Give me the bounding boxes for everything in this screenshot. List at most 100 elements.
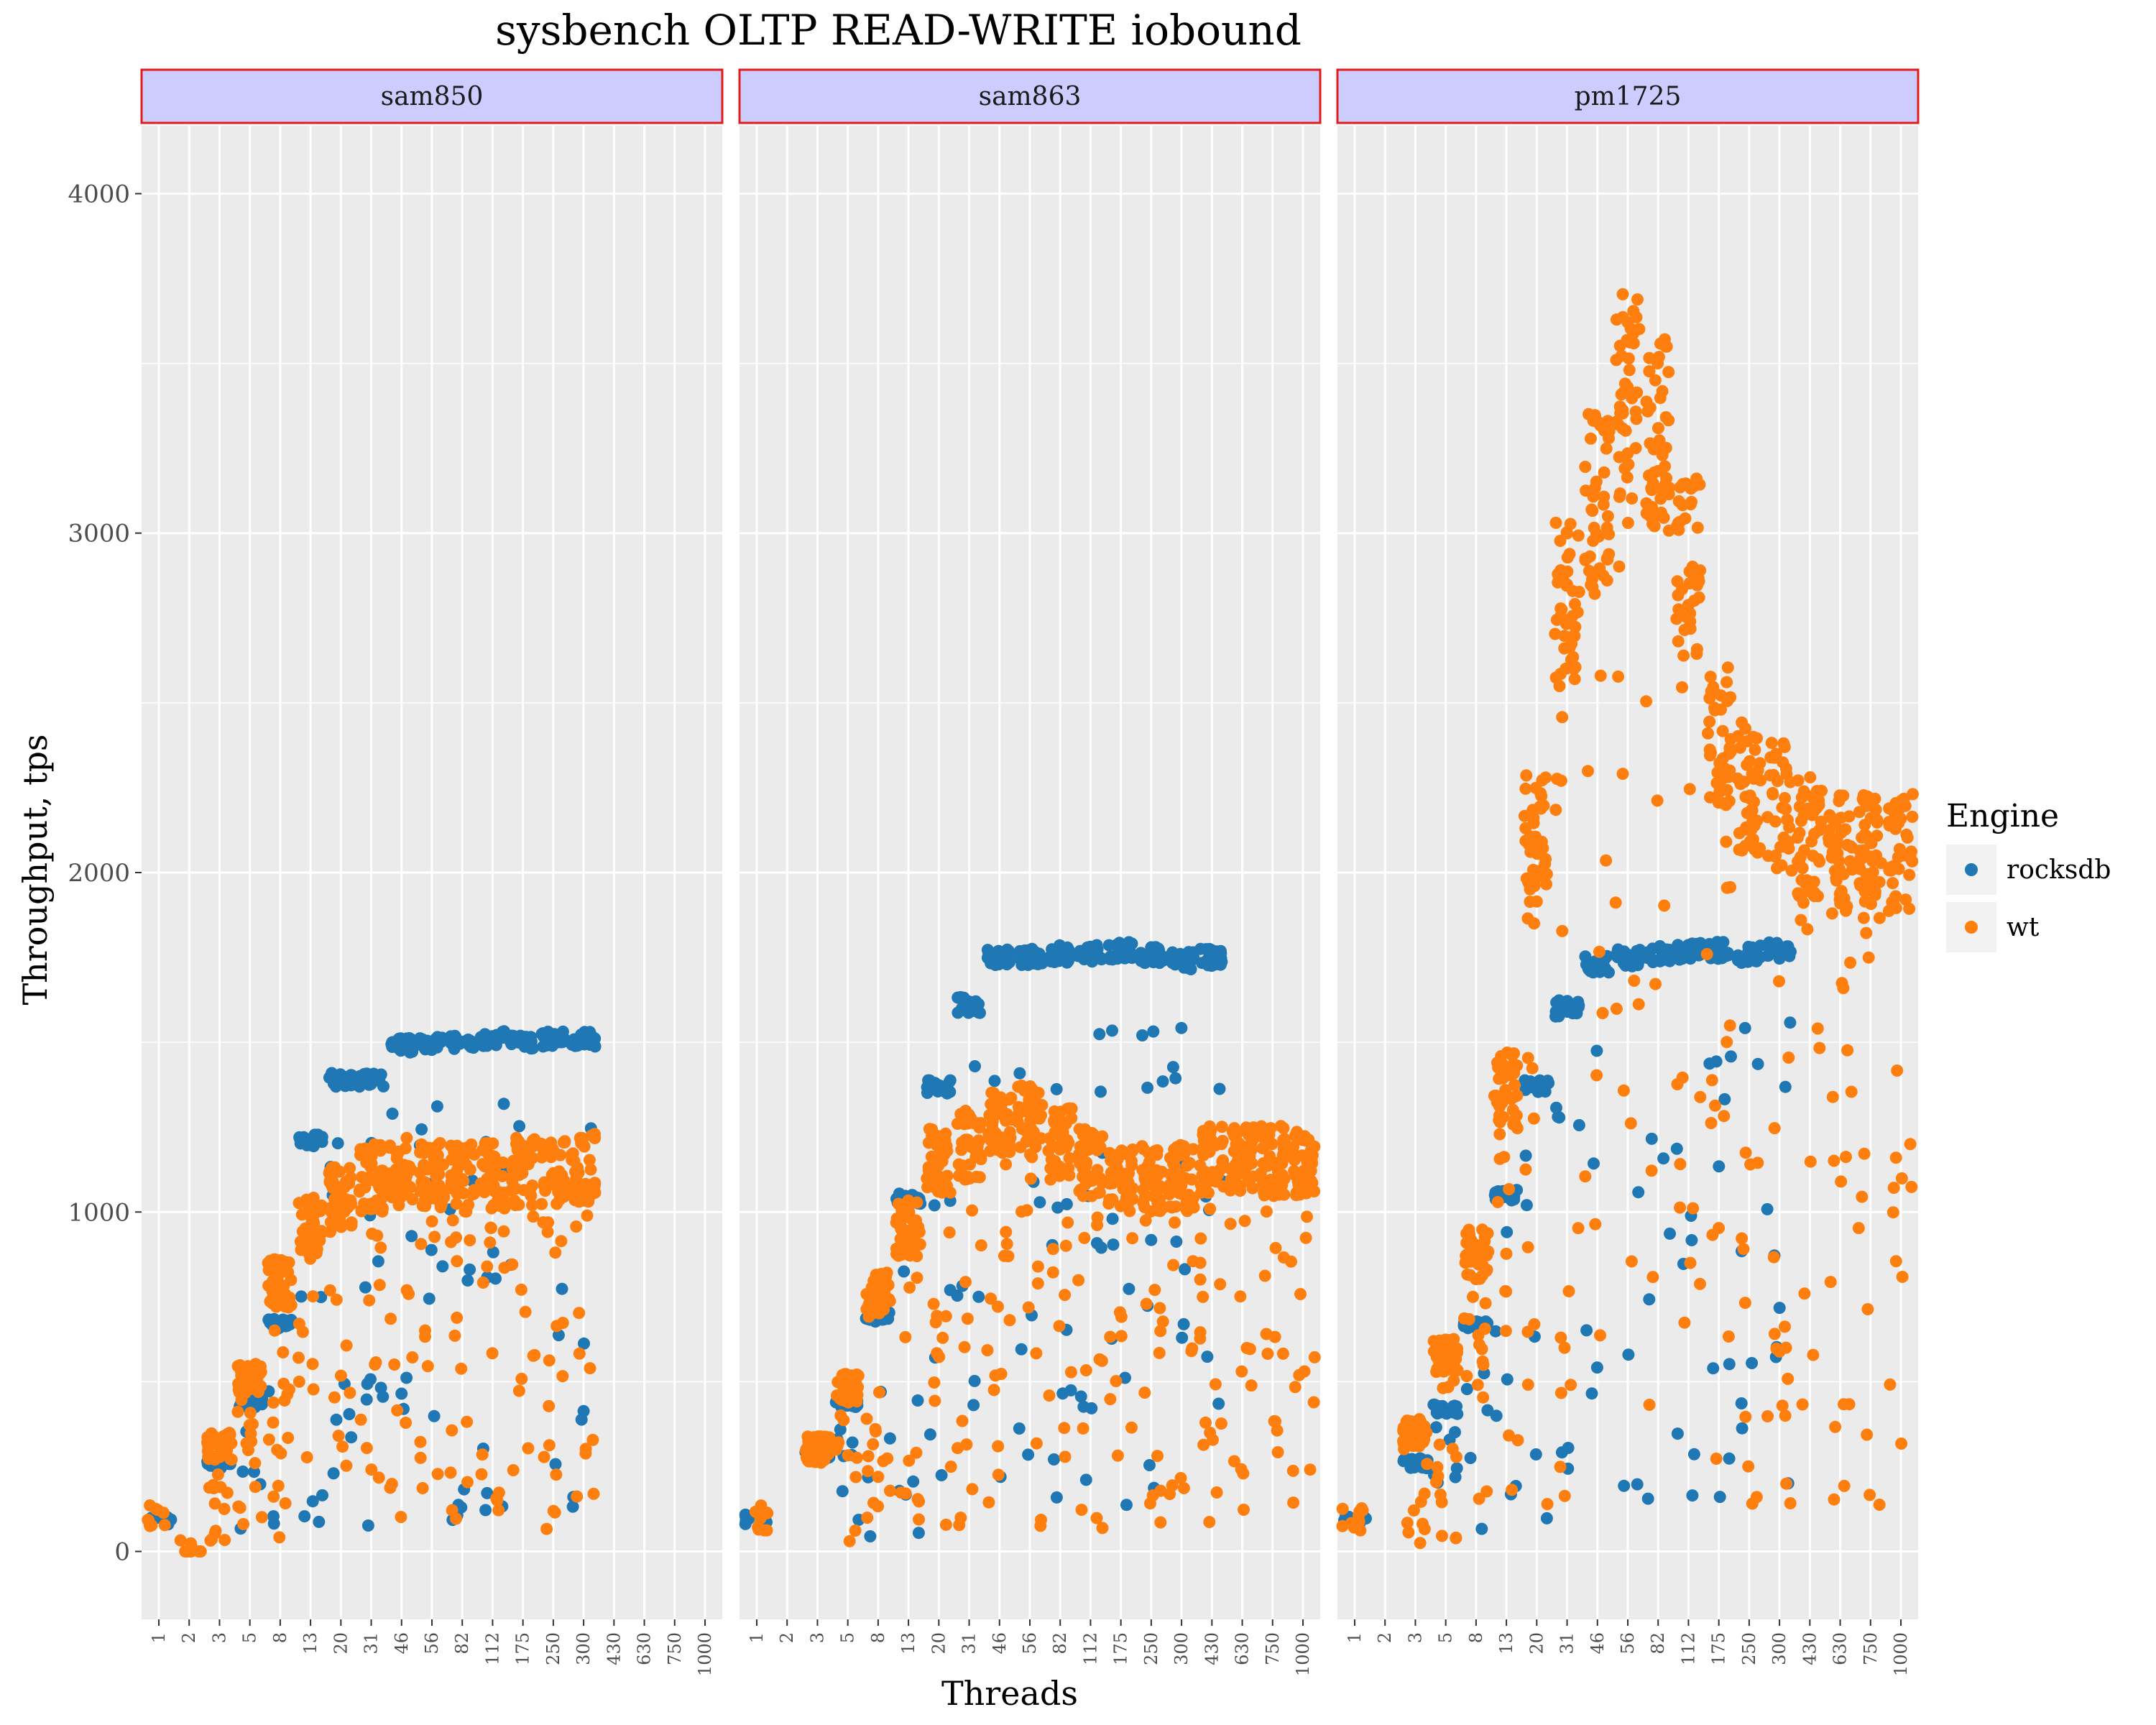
data-point-rocksdb bbox=[525, 1042, 538, 1055]
data-point-wt bbox=[1115, 1330, 1128, 1343]
data-point-wt bbox=[306, 1358, 319, 1371]
data-point-rocksdb bbox=[1710, 1055, 1723, 1068]
x-tick-label: 1000 bbox=[1891, 1632, 1911, 1676]
x-tick-label: 1 bbox=[149, 1632, 169, 1643]
data-point-wt bbox=[1625, 1255, 1638, 1268]
data-point-wt bbox=[1077, 1190, 1089, 1202]
data-point-wt bbox=[1136, 1164, 1149, 1177]
data-point-wt bbox=[1561, 527, 1574, 540]
data-point-rocksdb bbox=[1120, 1499, 1133, 1512]
data-point-wt bbox=[1676, 681, 1688, 694]
data-point-wt bbox=[527, 1210, 540, 1223]
data-point-wt bbox=[1782, 1052, 1795, 1064]
data-point-wt bbox=[384, 1180, 397, 1193]
data-point-wt bbox=[1550, 613, 1563, 626]
data-point-wt bbox=[1451, 1346, 1464, 1359]
data-point-wt bbox=[267, 1490, 280, 1503]
data-point-rocksdb bbox=[371, 1071, 384, 1084]
data-point-rocksdb bbox=[1447, 1400, 1460, 1412]
data-point-wt bbox=[492, 1504, 505, 1517]
data-point-rocksdb bbox=[1580, 1324, 1593, 1337]
data-point-wt bbox=[1828, 1493, 1841, 1506]
data-point-wt bbox=[264, 1254, 277, 1267]
data-point-wt bbox=[1508, 1113, 1521, 1126]
data-point-rocksdb bbox=[359, 1281, 372, 1294]
data-point-wt bbox=[1524, 883, 1537, 896]
data-point-wt bbox=[1621, 471, 1634, 484]
data-point-wt bbox=[1194, 1159, 1207, 1172]
data-point-rocksdb bbox=[1147, 1025, 1160, 1038]
data-point-wt bbox=[897, 1233, 910, 1246]
data-point-rocksdb bbox=[236, 1466, 249, 1478]
data-point-wt bbox=[1472, 1329, 1485, 1342]
data-point-rocksdb bbox=[956, 1002, 969, 1015]
data-point-wt bbox=[262, 1264, 275, 1276]
data-point-rocksdb bbox=[449, 1031, 462, 1044]
data-point-wt bbox=[1503, 1429, 1515, 1442]
data-point-wt bbox=[418, 1159, 430, 1172]
data-point-wt bbox=[303, 1248, 316, 1261]
data-point-rocksdb bbox=[1631, 958, 1644, 970]
data-point-wt bbox=[1167, 1259, 1180, 1271]
data-point-wt bbox=[1720, 783, 1733, 796]
data-point-rocksdb bbox=[1736, 1422, 1749, 1435]
data-point-rocksdb bbox=[577, 1404, 590, 1417]
data-point-rocksdb bbox=[1746, 1357, 1759, 1369]
data-point-rocksdb bbox=[898, 1265, 911, 1278]
data-point-rocksdb bbox=[1175, 1021, 1188, 1034]
data-point-wt bbox=[1174, 1472, 1187, 1484]
data-point-wt bbox=[944, 1460, 957, 1473]
data-point-wt bbox=[958, 1340, 971, 1353]
data-point-wt bbox=[526, 1151, 539, 1164]
data-point-wt bbox=[461, 1476, 474, 1489]
data-point-wt bbox=[1904, 1138, 1917, 1151]
data-point-wt bbox=[549, 1246, 562, 1259]
data-point-rocksdb bbox=[1779, 1080, 1792, 1093]
x-tick-label: 56 bbox=[422, 1632, 442, 1655]
data-point-wt bbox=[446, 1174, 459, 1187]
data-point-wt bbox=[415, 1238, 428, 1251]
data-point-wt bbox=[1043, 1132, 1056, 1145]
x-tick-label: 1 bbox=[747, 1632, 767, 1643]
data-point-wt bbox=[1861, 1428, 1874, 1441]
data-point-wt bbox=[1268, 1414, 1281, 1427]
data-point-rocksdb bbox=[1074, 1390, 1087, 1403]
data-point-wt bbox=[992, 1440, 1005, 1453]
data-point-wt bbox=[1061, 1103, 1074, 1116]
data-point-wt bbox=[1059, 1289, 1072, 1302]
data-point-rocksdb bbox=[395, 1387, 408, 1400]
data-point-wt bbox=[1508, 1079, 1521, 1092]
data-point-wt bbox=[1046, 1243, 1059, 1256]
data-point-rocksdb bbox=[1106, 1213, 1119, 1225]
data-point-wt bbox=[464, 1234, 476, 1247]
data-point-wt bbox=[1776, 1399, 1789, 1412]
data-point-rocksdb bbox=[1562, 1442, 1575, 1454]
data-point-wt bbox=[1590, 475, 1603, 488]
data-point-wt bbox=[1103, 1193, 1116, 1206]
data-point-wt bbox=[513, 1164, 526, 1177]
data-point-wt bbox=[1659, 478, 1672, 491]
data-point-wt bbox=[1026, 1151, 1038, 1164]
data-point-wt bbox=[1624, 1117, 1637, 1130]
data-point-wt bbox=[1704, 791, 1716, 804]
data-point-wt bbox=[1539, 771, 1552, 784]
data-point-wt bbox=[1572, 1222, 1585, 1235]
data-point-wt bbox=[1838, 1479, 1851, 1492]
data-point-rocksdb bbox=[360, 1393, 373, 1406]
data-point-wt bbox=[450, 1231, 463, 1244]
data-point-wt bbox=[384, 1312, 397, 1325]
data-point-wt bbox=[415, 1176, 428, 1188]
data-point-wt bbox=[1567, 663, 1580, 676]
facet-sam863: sam863 1 2 3 5 8 13 20 31 46 56 82 112 175 250 300 430 63… bbox=[738, 68, 1322, 1676]
data-point-wt bbox=[1773, 975, 1785, 988]
data-point-wt bbox=[1064, 1366, 1077, 1379]
data-point-wt bbox=[1527, 863, 1539, 876]
data-point-wt bbox=[1694, 1277, 1706, 1290]
data-point-wt bbox=[292, 1197, 305, 1210]
data-point-wt bbox=[1293, 1368, 1306, 1381]
data-point-wt bbox=[903, 1281, 916, 1294]
data-point-wt bbox=[400, 1131, 413, 1144]
x-tick-label: 2 bbox=[179, 1632, 199, 1643]
y-tick-label: 1000 bbox=[68, 1198, 130, 1227]
data-point-wt bbox=[1059, 1239, 1072, 1252]
